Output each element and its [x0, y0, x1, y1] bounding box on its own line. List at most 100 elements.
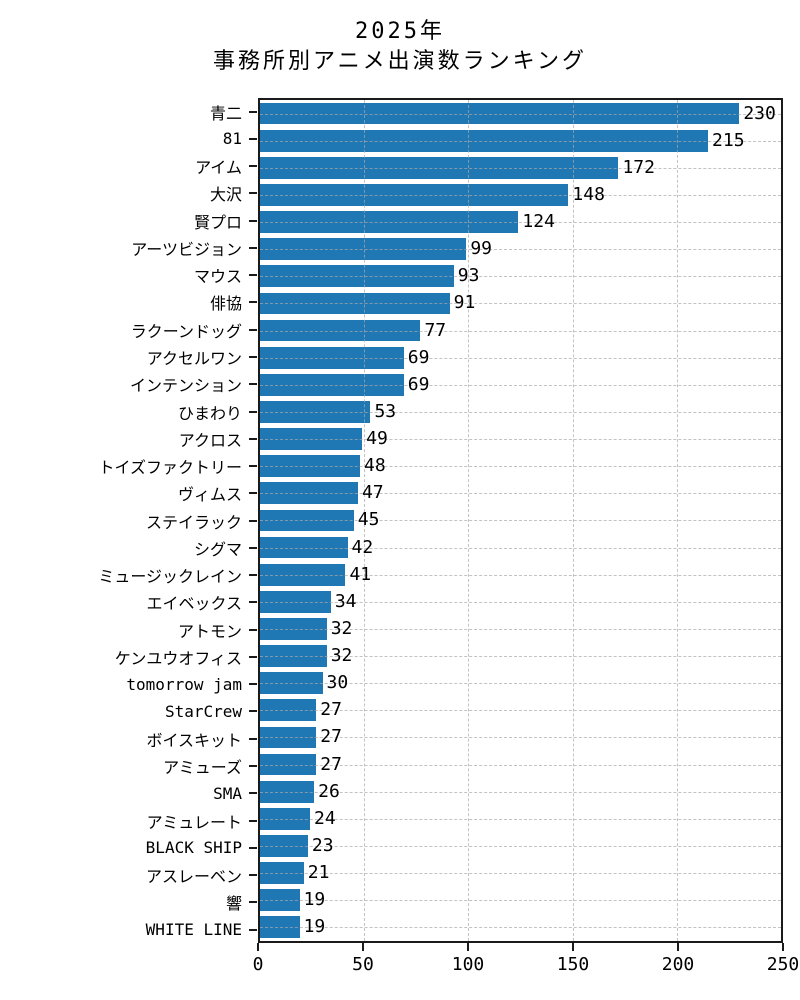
bar	[260, 184, 569, 206]
bar	[260, 726, 317, 749]
bar-row: 19	[260, 914, 781, 941]
bar-value-label: 26	[318, 780, 340, 802]
bar	[260, 373, 404, 396]
y-category-label: ラクーンドッグ	[130, 321, 242, 341]
horizontal-gridline	[260, 249, 781, 251]
y-category-label: ヴィムス	[177, 485, 242, 505]
horizontal-gridline	[260, 601, 781, 603]
horizontal-gridline	[260, 710, 781, 712]
y-category-label: ケンユウオフィス	[114, 648, 242, 668]
horizontal-gridline	[260, 140, 781, 142]
y-tick	[249, 643, 257, 670]
y-tick	[249, 316, 257, 343]
y-category-label: SMA	[213, 783, 242, 803]
y-tick	[249, 207, 257, 234]
bar	[260, 482, 358, 505]
x-tick-mark	[677, 943, 679, 951]
horizontal-gridline	[260, 330, 781, 332]
bar-value-label: 42	[351, 536, 374, 558]
y-category-label: 俳協	[209, 294, 242, 314]
x-tick-mark	[362, 943, 364, 951]
y-category-label: ステイラック	[145, 512, 242, 532]
x-tick-label: 250	[766, 954, 800, 975]
y-tick-mark	[249, 683, 257, 686]
bar	[260, 672, 323, 695]
bar-value-label: 27	[320, 699, 342, 721]
y-category-label: 81	[222, 129, 242, 149]
bar-row: 24	[260, 805, 781, 832]
horizontal-gridline	[260, 927, 781, 929]
y-tick	[249, 452, 257, 479]
y-category-label: アーツビジョン	[131, 239, 242, 259]
bar-row: 45	[260, 507, 781, 534]
y-category-label: アミューズ	[163, 758, 242, 777]
bar-value-label: 19	[303, 889, 326, 911]
bar-value-label: 93	[457, 265, 480, 287]
y-tick-mark	[249, 246, 257, 249]
bar	[260, 536, 348, 559]
x-tick-mark	[257, 943, 259, 951]
bar-row: 27	[260, 724, 781, 751]
y-tick-mark	[249, 274, 257, 277]
vertical-gridline	[572, 100, 574, 941]
y-tick-mark	[249, 301, 257, 304]
y-tick	[249, 807, 257, 834]
y-tick	[249, 780, 257, 807]
bar-value-label: 124	[522, 210, 555, 232]
y-tick	[249, 343, 257, 370]
y-tick-mark	[249, 546, 257, 549]
y-category-label: StarCrew	[164, 701, 242, 721]
horizontal-gridline	[260, 520, 781, 522]
bar	[260, 428, 363, 450]
x-tick-mark	[782, 943, 784, 951]
y-tick	[249, 507, 257, 534]
bar-row: 148	[260, 181, 781, 208]
horizontal-gridline	[260, 764, 781, 766]
y-tick	[249, 98, 257, 125]
bar	[260, 916, 300, 939]
y-tick	[249, 425, 257, 452]
y-category-label: アイム	[195, 158, 242, 178]
bar-row: 32	[260, 643, 781, 670]
bar-value-label: 91	[453, 292, 476, 314]
horizontal-gridline	[260, 357, 781, 359]
bar-row: 69	[260, 371, 781, 398]
horizontal-gridline	[260, 493, 781, 495]
bar-value-label: 27	[320, 726, 342, 748]
y-tick	[249, 752, 257, 779]
bar-row: 77	[260, 317, 781, 344]
bar-value-label: 69	[407, 346, 430, 368]
y-tick	[249, 889, 257, 916]
y-category-label: 賢プロ	[193, 212, 242, 232]
bar	[260, 238, 467, 261]
bar-value-label: 69	[407, 373, 430, 395]
bar-rows: 230 215 172 148 124 99 93 91 77 69 69 53 49 48 47 45 42 4…	[260, 100, 781, 941]
x-tick-mark	[467, 943, 469, 951]
horizontal-gridline	[260, 113, 781, 115]
bar-value-label: 48	[364, 455, 386, 477]
bar-row: 27	[260, 751, 781, 778]
bar-row: 41	[260, 561, 781, 588]
bar-row: 42	[260, 534, 781, 561]
y-tick-mark	[249, 628, 257, 631]
bar-row: 30	[260, 670, 781, 697]
bar	[260, 862, 304, 884]
bar	[260, 265, 454, 288]
bar-row: 53	[260, 398, 781, 425]
bar-value-label: 47	[361, 482, 384, 504]
y-tick	[249, 671, 257, 698]
y-category-label: エイベックス	[146, 594, 242, 614]
y-category-label: シグマ	[193, 539, 242, 559]
bar-value-label: 32	[330, 617, 353, 639]
horizontal-gridline	[260, 194, 781, 196]
y-category-label: アミュレート	[146, 812, 242, 832]
y-tick-mark	[249, 901, 257, 904]
bar-row: 32	[260, 615, 781, 642]
horizontal-gridline	[260, 303, 781, 305]
plot-area: 230 215 172 148 124 99 93 91 77 69 69 53 49 48 47 45 42 4…	[258, 98, 783, 943]
bar	[260, 618, 327, 640]
bar-row: 23	[260, 832, 781, 859]
y-tick-mark	[249, 465, 257, 468]
x-tick-label: 100	[451, 954, 485, 975]
horizontal-gridline	[260, 873, 781, 875]
